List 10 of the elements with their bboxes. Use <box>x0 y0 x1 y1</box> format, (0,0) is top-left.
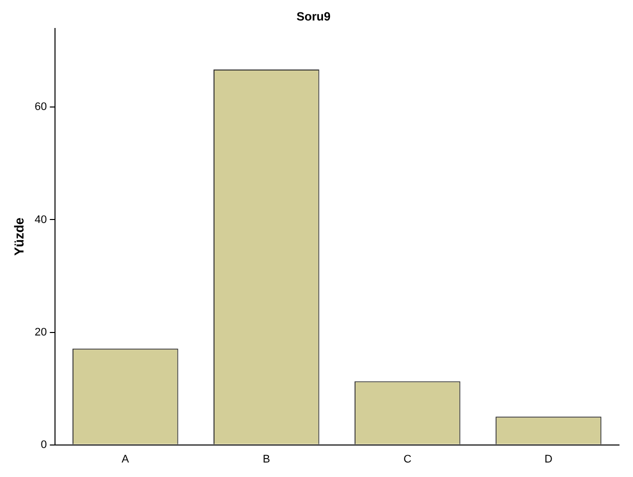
x-tick-label: A <box>122 453 130 466</box>
x-tick-label: C <box>403 453 412 466</box>
x-tick-label: B <box>262 453 270 466</box>
y-tick-label: 60 <box>34 101 47 114</box>
chart-title: Soru9 <box>296 10 331 24</box>
y-tick-label: 40 <box>34 214 47 226</box>
y-tick-label: 20 <box>34 326 47 338</box>
y-axis-title: Yüzde <box>11 217 26 256</box>
x-tick-label: D <box>544 453 553 466</box>
y-tick-label: 0 <box>40 438 47 451</box>
